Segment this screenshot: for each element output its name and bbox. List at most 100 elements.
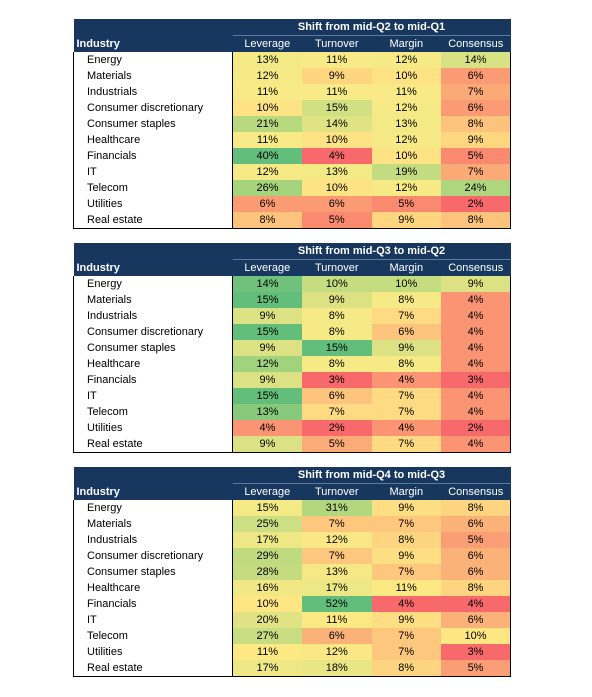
value-cell-consensus: 2% [441, 196, 512, 212]
table-row: Utilities 11% 12% 7% 3% [73, 644, 512, 660]
value-cell-consensus: 2% [441, 420, 512, 436]
table-row: Materials 25% 7% 7% 6% [73, 516, 512, 532]
table-row: Industrials 9% 8% 7% 4% [73, 308, 512, 324]
industry-label: Real estate [73, 212, 233, 229]
value-cell-margin: 9% [371, 612, 441, 628]
value-cell-leverage: 15% [232, 388, 302, 404]
column-header-industry: Industry [73, 483, 233, 500]
value-cell-leverage: 12% [232, 68, 302, 84]
industry-label: Consumer staples [73, 564, 233, 580]
table-row: Real estate 8% 5% 9% 8% [73, 212, 512, 229]
value-cell-consensus: 4% [441, 340, 512, 356]
value-cell-turnover: 52% [302, 596, 372, 612]
value-cell-turnover: 9% [302, 292, 372, 308]
column-header-industry: Industry [73, 259, 233, 276]
value-cell-leverage: 17% [232, 532, 302, 548]
industry-label: Industrials [73, 84, 233, 100]
shift-table-3: Shift from mid-Q4 to mid-Q3 Industry Lever… [73, 467, 512, 677]
header-blank [73, 19, 233, 36]
value-cell-consensus: 5% [441, 148, 512, 164]
table-row: Financials 9% 3% 4% 3% [73, 372, 512, 388]
table-row: Energy 14% 10% 10% 9% [73, 276, 512, 292]
value-cell-leverage: 9% [232, 340, 302, 356]
value-cell-leverage: 12% [232, 164, 302, 180]
table-row: Energy 15% 31% 9% 8% [73, 500, 512, 516]
value-cell-margin: 4% [371, 372, 441, 388]
value-cell-consensus: 9% [441, 276, 512, 292]
value-cell-leverage: 11% [232, 84, 302, 100]
value-cell-margin: 8% [371, 532, 441, 548]
value-cell-turnover: 12% [302, 532, 372, 548]
value-cell-consensus: 10% [441, 628, 512, 644]
value-cell-consensus: 5% [441, 660, 512, 677]
value-cell-leverage: 16% [232, 580, 302, 596]
value-cell-turnover: 10% [302, 132, 372, 148]
header-blank [73, 467, 233, 484]
value-cell-turnover: 4% [302, 148, 372, 164]
value-cell-turnover: 6% [302, 388, 372, 404]
value-cell-consensus: 4% [441, 356, 512, 372]
industry-label: Financials [73, 148, 233, 164]
value-cell-leverage: 9% [232, 308, 302, 324]
value-cell-leverage: 11% [232, 132, 302, 148]
value-cell-consensus: 24% [441, 180, 512, 196]
value-cell-margin: 9% [371, 548, 441, 564]
value-cell-consensus: 5% [441, 532, 512, 548]
table-row: Consumer discretionary 15% 8% 6% 4% [73, 324, 512, 340]
value-cell-consensus: 8% [441, 212, 512, 229]
value-cell-margin: 9% [371, 500, 441, 516]
table-title: Shift from mid-Q2 to mid-Q1 [232, 19, 511, 36]
value-cell-turnover: 17% [302, 580, 372, 596]
table-row: Real estate 17% 18% 8% 5% [73, 660, 512, 677]
value-cell-turnover: 10% [302, 276, 372, 292]
table-row: Telecom 27% 6% 7% 10% [73, 628, 512, 644]
value-cell-leverage: 6% [232, 196, 302, 212]
value-cell-leverage: 17% [232, 660, 302, 677]
column-header-margin: Margin [371, 259, 441, 276]
industry-label: Healthcare [73, 356, 233, 372]
value-cell-turnover: 8% [302, 356, 372, 372]
value-cell-margin: 8% [371, 356, 441, 372]
table-row: Consumer staples 21% 14% 13% 8% [73, 116, 512, 132]
value-cell-leverage: 9% [232, 372, 302, 388]
column-header-consensus: Consensus [441, 483, 511, 500]
value-cell-margin: 7% [371, 516, 441, 532]
value-cell-leverage: 15% [232, 292, 302, 308]
table-row: Consumer discretionary 29% 7% 9% 6% [73, 548, 512, 564]
value-cell-margin: 19% [371, 164, 441, 180]
industry-label: IT [73, 612, 233, 628]
value-cell-turnover: 5% [302, 436, 372, 453]
industry-label: Consumer discretionary [73, 100, 233, 116]
value-cell-turnover: 14% [302, 116, 372, 132]
value-cell-consensus: 6% [441, 516, 512, 532]
value-cell-consensus: 4% [441, 596, 512, 612]
industry-label: Consumer discretionary [73, 324, 233, 340]
value-cell-consensus: 7% [441, 164, 512, 180]
value-cell-margin: 7% [371, 564, 441, 580]
industry-label: Materials [73, 68, 233, 84]
value-cell-margin: 12% [371, 52, 441, 68]
industry-label: Utilities [73, 420, 233, 436]
value-cell-turnover: 5% [302, 212, 372, 229]
value-cell-leverage: 14% [232, 276, 302, 292]
column-header-margin: Margin [371, 483, 441, 500]
table-row: Healthcare 11% 10% 12% 9% [73, 132, 512, 148]
table-row: Financials 10% 52% 4% 4% [73, 596, 512, 612]
value-cell-turnover: 11% [302, 84, 372, 100]
value-cell-consensus: 6% [441, 564, 512, 580]
table-row: Healthcare 12% 8% 8% 4% [73, 356, 512, 372]
column-header-turnover: Turnover [302, 259, 372, 276]
value-cell-margin: 12% [371, 132, 441, 148]
header-blank [73, 243, 233, 260]
value-cell-leverage: 15% [232, 500, 302, 516]
value-cell-margin: 9% [371, 340, 441, 356]
value-cell-margin: 7% [371, 436, 441, 453]
value-cell-margin: 12% [371, 100, 441, 116]
table-row: Utilities 6% 6% 5% 2% [73, 196, 512, 212]
shift-table-2: Shift from mid-Q3 to mid-Q2 Industry Lever… [73, 243, 512, 453]
value-cell-consensus: 6% [441, 100, 512, 116]
table-row: Industrials 11% 11% 11% 7% [73, 84, 512, 100]
industry-label: Industrials [73, 308, 233, 324]
industry-label: Industrials [73, 532, 233, 548]
table-row: Telecom 13% 7% 7% 4% [73, 404, 512, 420]
